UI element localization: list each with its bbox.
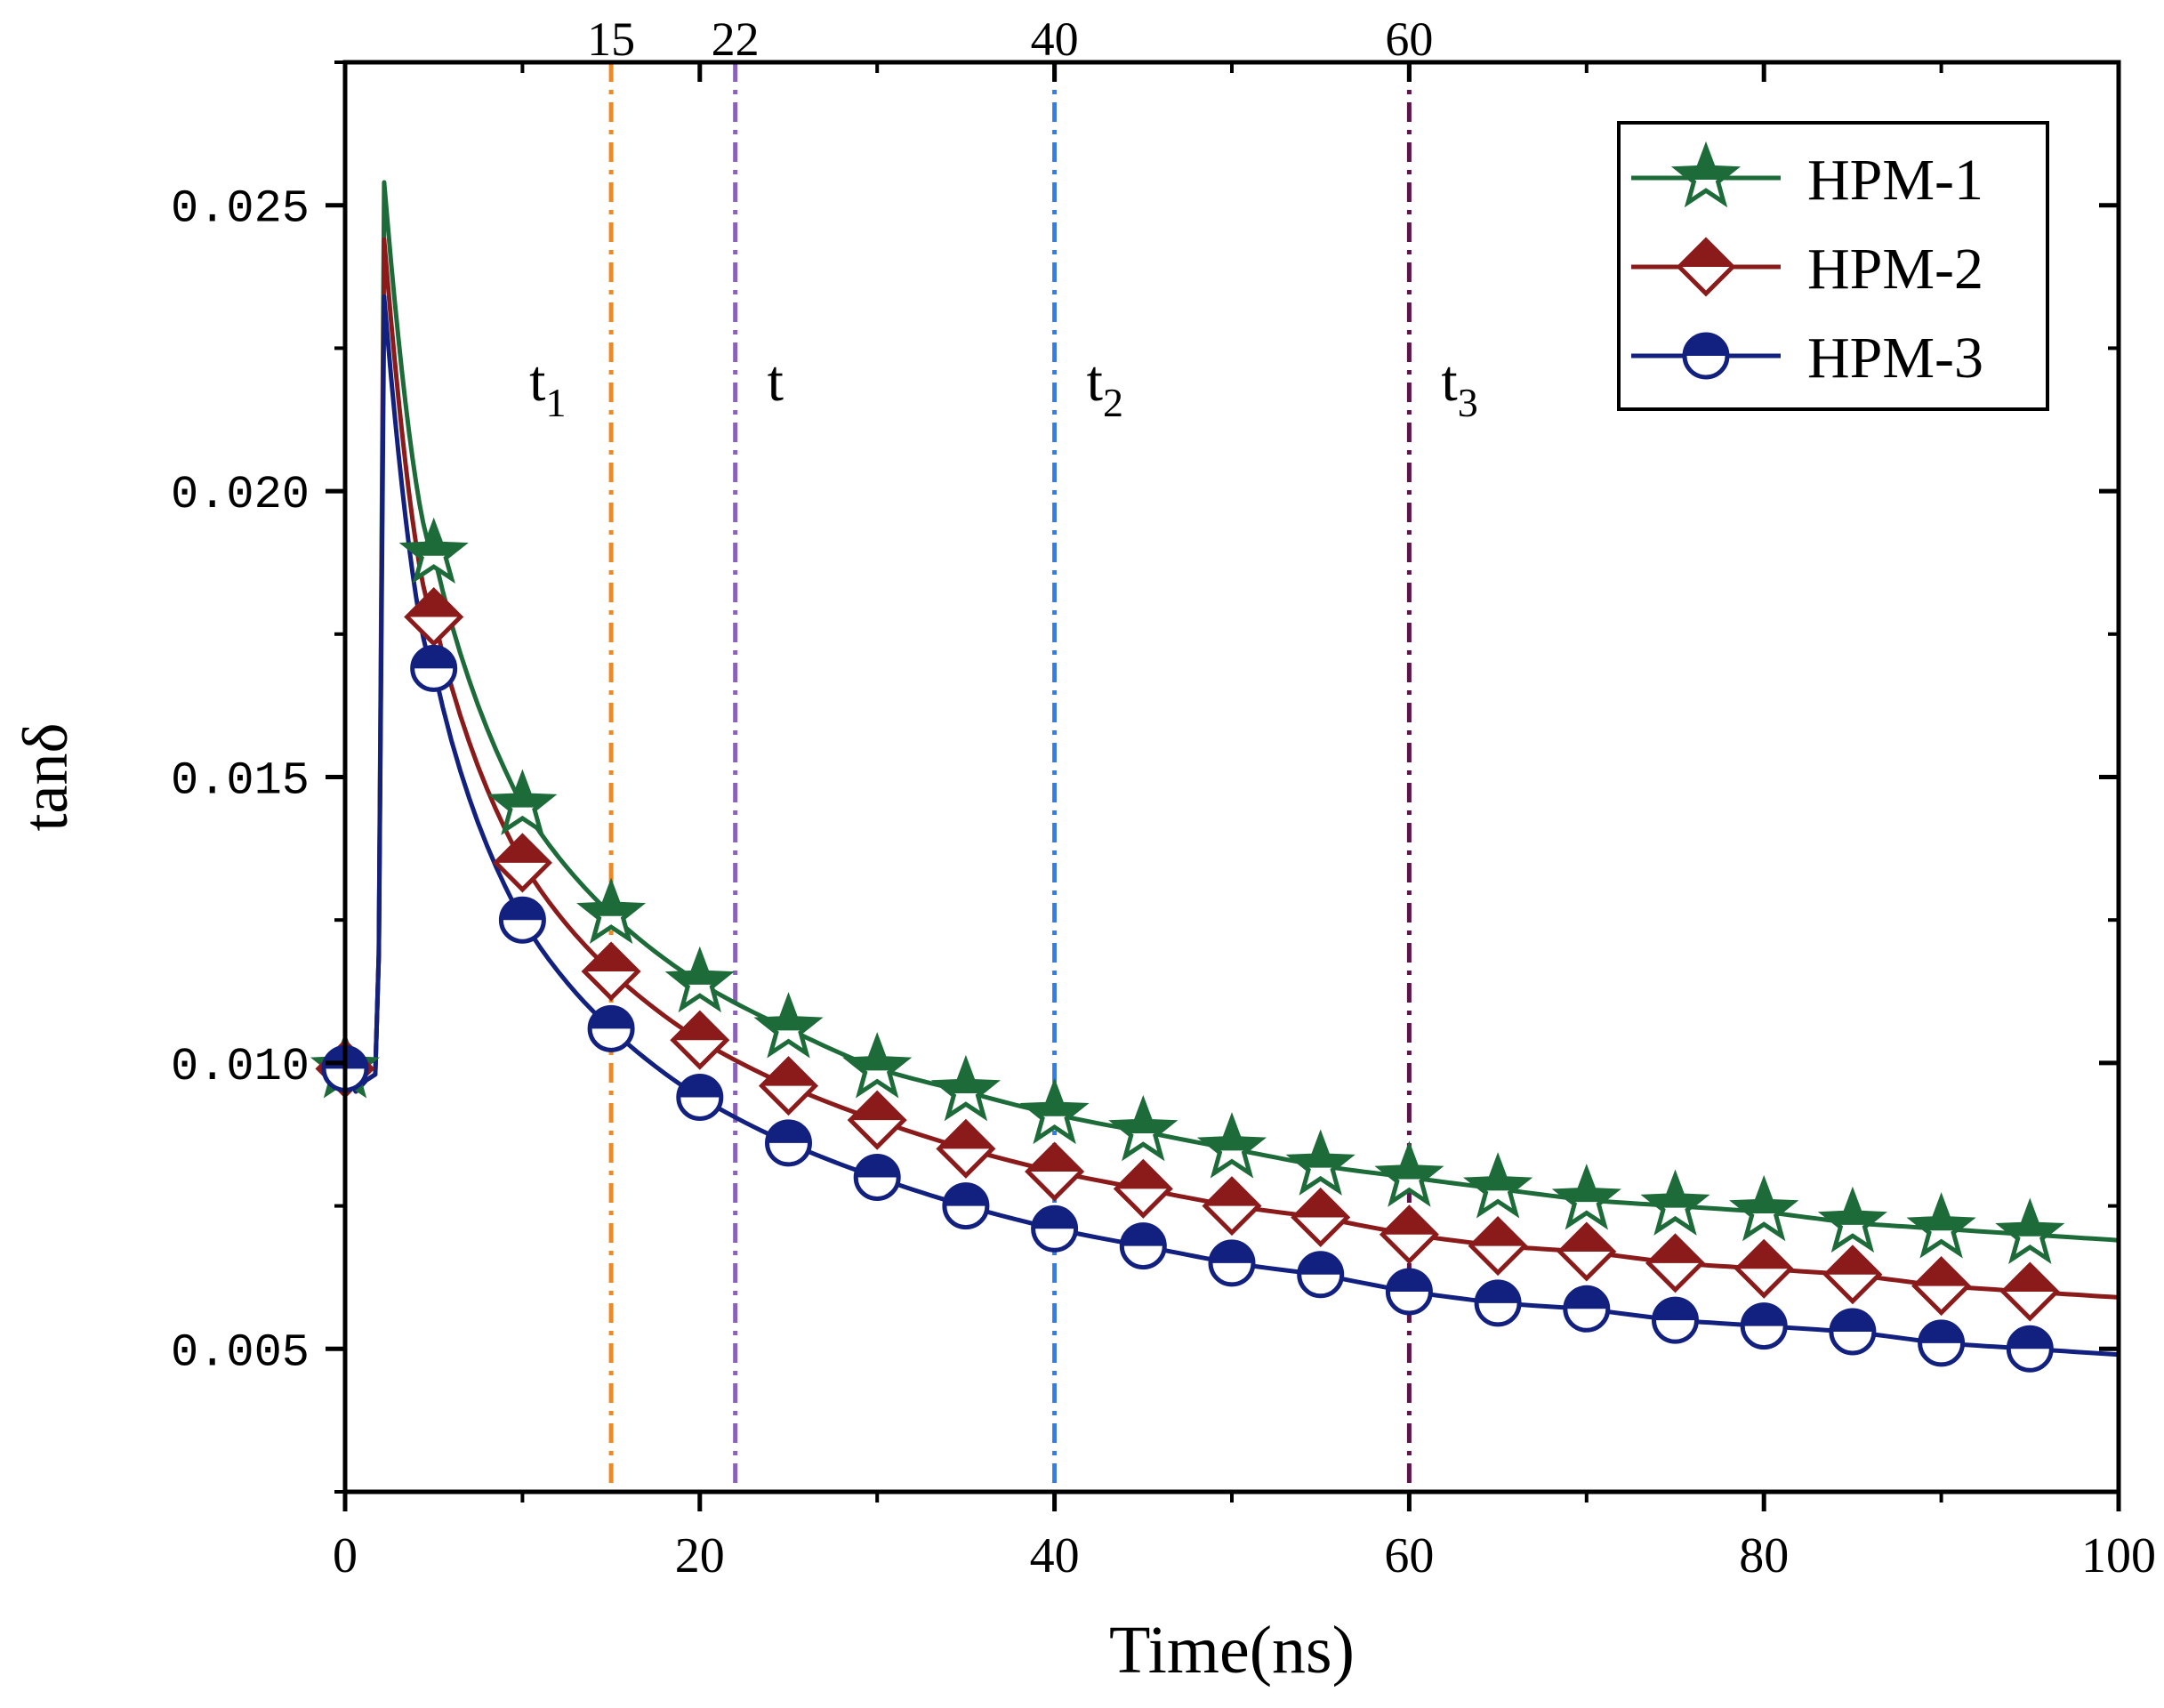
marker-hpm-1-45 xyxy=(1108,1094,1179,1162)
marker-hpm-2-50 xyxy=(1202,1176,1262,1237)
marker-hpm-2-90 xyxy=(1911,1256,1972,1317)
reference-label-15: t1 xyxy=(529,349,566,425)
marker-hpm-2-45 xyxy=(1113,1158,1173,1219)
marker-hpm-1-50 xyxy=(1196,1112,1267,1179)
reference-label-22: t xyxy=(768,349,784,414)
x-tick-label-80: 80 xyxy=(1739,1528,1789,1583)
marker-hpm-3-75 xyxy=(1652,1296,1699,1344)
legend-marker-hpm-3 xyxy=(1682,332,1730,380)
reference-top-label-40: 40 xyxy=(1031,12,1079,66)
marker-hpm-1-80 xyxy=(1729,1174,1799,1242)
marker-hpm-3-65 xyxy=(1474,1279,1522,1327)
legend-label-hpm-2: HPM-2 xyxy=(1807,237,1983,302)
marker-hpm-1-75 xyxy=(1640,1169,1710,1236)
marker-hpm-2-35 xyxy=(936,1118,996,1179)
marker-hpm-3-10 xyxy=(498,896,546,944)
marker-hpm-2-65 xyxy=(1468,1216,1528,1277)
legend-marker-hpm-1 xyxy=(1670,141,1742,208)
reference-lines: 15 t1 22 t 40 t2 60 t3 xyxy=(529,12,1478,1492)
marker-hpm-1-20 xyxy=(664,946,735,1013)
marker-hpm-2-40 xyxy=(1025,1141,1085,1202)
marker-hpm-1-40 xyxy=(1019,1077,1090,1145)
marker-hpm-2-30 xyxy=(847,1090,907,1150)
marker-hpm-3-35 xyxy=(942,1182,990,1230)
marker-hpm-2-60 xyxy=(1379,1204,1439,1265)
legend-marker-hpm-2 xyxy=(1676,237,1736,297)
marker-hpm-1-35 xyxy=(930,1054,1001,1122)
series-line-hpm-3 xyxy=(342,294,2120,1358)
marker-hpm-3-20 xyxy=(676,1073,724,1121)
marker-hpm-1-15 xyxy=(576,877,647,945)
marker-hpm-3-50 xyxy=(1208,1239,1256,1287)
legend-label-hpm-3: HPM-3 xyxy=(1807,326,1983,391)
marker-hpm-3-90 xyxy=(1918,1319,1966,1367)
marker-hpm-3-30 xyxy=(853,1153,901,1201)
marker-hpm-3-5 xyxy=(410,644,458,692)
marker-hpm-3-15 xyxy=(587,1004,635,1052)
reference-label-60: t3 xyxy=(1441,349,1477,425)
marker-hpm-1-85 xyxy=(1817,1186,1887,1253)
marker-hpm-2-80 xyxy=(1734,1238,1794,1299)
marker-hpm-2-5 xyxy=(404,586,464,648)
y-tick-label-2: 0.015 xyxy=(171,755,310,808)
y-tick-label-0: 0.005 xyxy=(171,1326,310,1379)
marker-hpm-3-55 xyxy=(1297,1251,1345,1299)
marker-hpm-3-60 xyxy=(1385,1268,1433,1316)
marker-hpm-1-95 xyxy=(1995,1197,2065,1264)
reference-top-label-15: 15 xyxy=(587,12,635,66)
reference-top-label-22: 22 xyxy=(712,12,760,66)
marker-hpm-2-70 xyxy=(1557,1221,1617,1282)
marker-hpm-1-70 xyxy=(1551,1164,1621,1230)
x-tick-label-60: 60 xyxy=(1384,1528,1434,1583)
marker-hpm-1-30 xyxy=(842,1032,913,1099)
marker-hpm-3-40 xyxy=(1031,1204,1079,1253)
series-markers xyxy=(310,517,2065,1373)
marker-hpm-1-65 xyxy=(1463,1152,1533,1219)
marker-hpm-1-5 xyxy=(398,517,469,584)
x-tick-label-40: 40 xyxy=(1030,1528,1080,1583)
y-axis-title: tanδ xyxy=(10,723,81,832)
series-line-hpm-1 xyxy=(342,180,2120,1243)
x-tick-label-20: 20 xyxy=(675,1528,725,1583)
x-tick-label-100: 100 xyxy=(2081,1528,2156,1583)
x-tick-label-0: 0 xyxy=(333,1528,358,1583)
marker-hpm-2-10 xyxy=(492,833,552,893)
y-tick-label-4: 0.025 xyxy=(171,183,310,236)
marker-hpm-2-85 xyxy=(1822,1245,1883,1305)
reference-top-label-60: 60 xyxy=(1385,12,1433,66)
legend: HPM-1 HPM-2 HPM-3 xyxy=(1617,121,2049,411)
marker-hpm-2-75 xyxy=(1645,1233,1706,1293)
series-curves xyxy=(342,180,2120,1358)
marker-hpm-2-55 xyxy=(1291,1187,1351,1247)
marker-hpm-2-25 xyxy=(758,1056,819,1116)
legend-label-hpm-1: HPM-1 xyxy=(1807,148,1983,213)
marker-hpm-3-85 xyxy=(1829,1308,1877,1356)
reference-label-40: t2 xyxy=(1087,349,1123,425)
marker-hpm-3-70 xyxy=(1563,1285,1611,1333)
y-tick-label-1: 0.010 xyxy=(171,1041,310,1093)
marker-hpm-1-90 xyxy=(1906,1192,1976,1259)
marker-hpm-1-25 xyxy=(753,992,824,1059)
marker-hpm-2-15 xyxy=(581,941,641,1002)
x-axis-title: Time(ns) xyxy=(1109,1613,1355,1688)
marker-hpm-1-55 xyxy=(1285,1129,1356,1196)
axes: 0 20 40 60 80 100 0.005 0.010 0.015 0.020 0.025 Tim… xyxy=(10,60,2156,1688)
series-line-hpm-2 xyxy=(342,237,2120,1300)
marker-hpm-3-95 xyxy=(2006,1325,2054,1373)
marker-hpm-2-95 xyxy=(1999,1261,2060,1322)
marker-hpm-3-25 xyxy=(765,1119,812,1167)
y-tick-label-3: 0.020 xyxy=(171,469,310,521)
marker-hpm-3-80 xyxy=(1740,1302,1788,1350)
marker-hpm-3-45 xyxy=(1119,1222,1167,1270)
marker-hpm-1-60 xyxy=(1374,1140,1444,1207)
marker-hpm-1-10 xyxy=(487,769,558,835)
marker-hpm-2-20 xyxy=(670,1010,730,1070)
